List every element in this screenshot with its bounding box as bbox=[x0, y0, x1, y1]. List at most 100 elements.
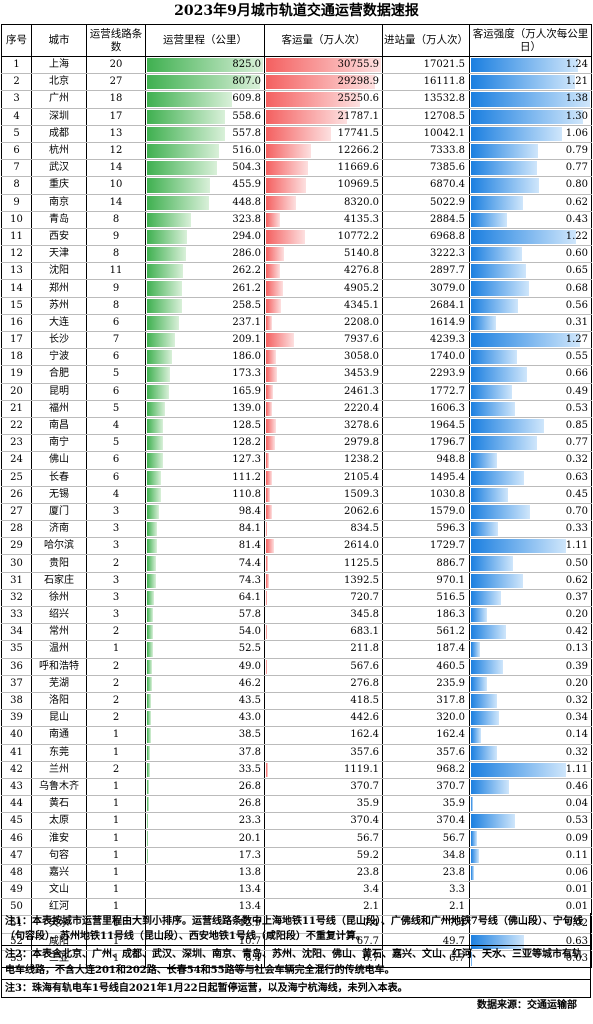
intensity-value: 0.79 bbox=[565, 145, 588, 157]
line-count-cell: 5 bbox=[86, 365, 146, 384]
mileage-cell: 516.0 bbox=[145, 142, 265, 161]
intensity-cell: 0.39 bbox=[469, 658, 592, 676]
passengers-value: 2614.0 bbox=[344, 540, 379, 552]
passengers-cell: 29298.9 bbox=[264, 73, 383, 92]
entries-cell: 357.6 bbox=[382, 744, 470, 762]
line-count-cell: 17 bbox=[86, 108, 146, 126]
mileage-bar bbox=[147, 470, 161, 485]
passenger-bar bbox=[266, 178, 306, 193]
data-source: 数据来源：交通运输部 bbox=[477, 1000, 577, 1012]
mileage-cell: 57.8 bbox=[145, 606, 265, 625]
intensity-bar bbox=[471, 418, 544, 434]
mileage-bar bbox=[147, 195, 210, 210]
city-name-cell: 东莞 bbox=[31, 744, 87, 762]
intensity-value: 1.24 bbox=[565, 59, 588, 71]
intensity-cell: 0.43 bbox=[469, 211, 592, 229]
table-row: 26 无锡 4 110.8 1509.3 1030.8 0.45 bbox=[1, 486, 592, 504]
row-number-cell: 47 bbox=[1, 847, 32, 865]
intensity-bar bbox=[471, 401, 516, 416]
passenger-bar bbox=[266, 264, 281, 279]
intensity-bar bbox=[471, 814, 516, 829]
passengers-cell: 720.7 bbox=[264, 589, 383, 608]
mileage-value: 43.0 bbox=[238, 712, 261, 724]
row-number-cell: 18 bbox=[1, 348, 32, 367]
passengers-value: 3453.9 bbox=[344, 368, 379, 380]
intensity-bar bbox=[471, 75, 576, 90]
city-name-cell: 广州 bbox=[31, 90, 87, 109]
mileage-bar bbox=[147, 556, 156, 571]
mileage-value: 57.8 bbox=[238, 609, 261, 621]
intensity-value: 0.01 bbox=[565, 884, 588, 896]
row-number-cell: 32 bbox=[1, 589, 32, 608]
table-row: 18 宁波 6 186.0 3058.0 1740.0 0.55 bbox=[1, 348, 592, 367]
intensity-cell: 0.32 bbox=[469, 692, 592, 711]
mileage-value: 84.1 bbox=[238, 523, 261, 535]
mileage-bar bbox=[147, 58, 263, 73]
header-passengers: 客运量（万人次） bbox=[264, 24, 383, 57]
table-row: 21 福州 5 139.0 2220.4 1606.3 0.53 bbox=[1, 400, 592, 418]
note-1: 注1：本表按城市运营里程由大到小排序。运营线路条数中上海地铁11号线（昆山段）、… bbox=[1, 913, 591, 947]
passengers-value: 10969.5 bbox=[337, 179, 379, 191]
passenger-bar bbox=[266, 126, 332, 141]
mileage-cell: 455.9 bbox=[145, 176, 265, 195]
mileage-bar bbox=[147, 831, 148, 846]
passengers-value: 2105.4 bbox=[344, 471, 379, 483]
row-number-cell: 28 bbox=[1, 520, 32, 539]
mileage-cell: 323.8 bbox=[145, 211, 265, 229]
row-number-cell: 35 bbox=[1, 640, 32, 659]
intensity-value: 0.70 bbox=[565, 505, 588, 517]
intensity-value: 1.06 bbox=[565, 127, 588, 139]
entries-cell: 7385.6 bbox=[382, 159, 470, 178]
city-name-cell: 南京 bbox=[31, 194, 87, 212]
intensity-value: 0.56 bbox=[565, 299, 588, 311]
entries-cell: 162.4 bbox=[382, 726, 470, 745]
mileage-value: 173.3 bbox=[232, 368, 261, 380]
intensity-bar bbox=[471, 229, 576, 245]
mileage-bar bbox=[147, 247, 186, 262]
mileage-cell: 186.0 bbox=[145, 348, 265, 367]
city-name-cell: 嘉兴 bbox=[31, 864, 87, 883]
table-row: 7 武汉 14 504.3 11669.6 7385.6 0.77 bbox=[1, 159, 592, 178]
line-count-cell: 2 bbox=[86, 709, 146, 728]
intensity-value: 0.62 bbox=[565, 196, 588, 208]
intensity-cell: 0.53 bbox=[469, 400, 592, 418]
intensity-bar bbox=[471, 608, 487, 623]
mileage-value: 807.0 bbox=[232, 76, 261, 88]
intensity-value: 0.62 bbox=[565, 574, 588, 586]
mileage-bar bbox=[147, 384, 169, 399]
intensity-cell: 1.30 bbox=[469, 108, 592, 126]
city-name-cell: 洛阳 bbox=[31, 692, 87, 711]
passengers-value: 345.8 bbox=[350, 609, 379, 621]
mileage-value: 74.4 bbox=[238, 557, 261, 569]
intensity-bar bbox=[471, 109, 583, 124]
passengers-value: 4345.1 bbox=[344, 299, 379, 311]
entries-cell: 4239.3 bbox=[382, 331, 470, 350]
passengers-cell: 10969.5 bbox=[264, 176, 383, 195]
mileage-value: 286.0 bbox=[232, 248, 261, 260]
intensity-bar bbox=[471, 556, 513, 571]
mileage-bar bbox=[147, 693, 152, 709]
passengers-cell: 2220.4 bbox=[264, 400, 383, 418]
mileage-value: 448.8 bbox=[232, 196, 261, 208]
intensity-bar bbox=[471, 762, 567, 777]
entries-cell: 1579.0 bbox=[382, 503, 470, 522]
line-count-cell: 1 bbox=[86, 726, 146, 745]
entries-cell: 1740.0 bbox=[382, 348, 470, 367]
mileage-bar bbox=[147, 418, 164, 434]
city-name-cell: 昆山 bbox=[31, 709, 87, 728]
passenger-bar bbox=[266, 315, 273, 330]
mileage-bar bbox=[147, 212, 192, 227]
entries-cell: 56.7 bbox=[382, 829, 470, 848]
intensity-value: 0.50 bbox=[565, 557, 588, 569]
intensity-value: 0.20 bbox=[565, 677, 588, 689]
line-count-cell: 11 bbox=[86, 262, 146, 281]
table-row: 23 南宁 5 128.2 2979.8 1796.7 0.77 bbox=[1, 434, 592, 453]
row-number-cell: 11 bbox=[1, 228, 32, 247]
row-number-cell: 34 bbox=[1, 623, 32, 642]
mileage-cell: 20.1 bbox=[145, 829, 265, 848]
line-count-cell: 1 bbox=[86, 881, 146, 900]
row-number-cell: 31 bbox=[1, 572, 32, 590]
mileage-bar bbox=[147, 126, 225, 141]
mileage-bar bbox=[147, 779, 149, 795]
line-count-cell: 2 bbox=[86, 658, 146, 676]
